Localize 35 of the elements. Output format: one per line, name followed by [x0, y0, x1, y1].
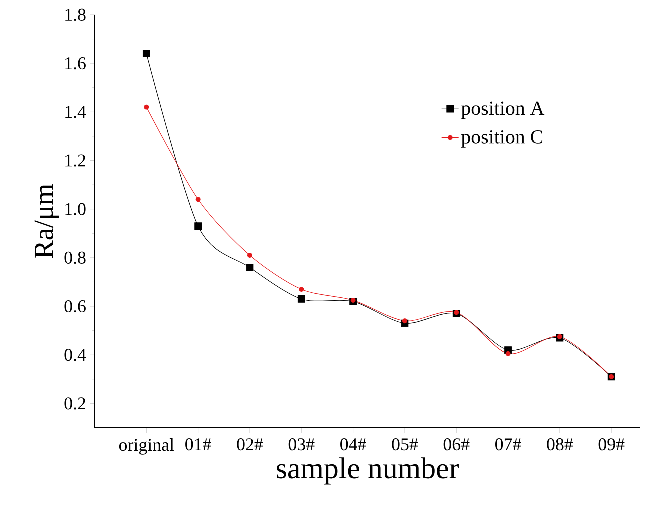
point [350, 298, 356, 303]
y-tick-label: 1.8 [66, 8, 86, 22]
y-tick-label: 0.2 [64, 398, 86, 410]
point [506, 351, 511, 356]
point [247, 253, 252, 258]
point [194, 222, 202, 230]
y-tick-label: 0.8 [64, 252, 86, 264]
y-tick-label: 1.4 [66, 106, 86, 118]
y-tick-label: 0.6 [64, 300, 86, 313]
point [298, 296, 306, 303]
point [246, 264, 254, 272]
x-tick-label: 01# [186, 438, 212, 451]
point [557, 334, 562, 340]
x-tick-label: 09# [598, 438, 625, 451]
x-tick-label: original [119, 438, 174, 455]
x-tick-label: 06# [444, 438, 470, 451]
y-tick-label: 1.6 [66, 58, 86, 70]
legend-label: position C [461, 130, 543, 148]
y-axis-title: Ra/μm [34, 184, 60, 258]
x-tick-label: 04# [340, 438, 366, 451]
legend-label: position A [461, 102, 545, 120]
point [299, 287, 304, 292]
point [142, 50, 150, 58]
point [402, 318, 408, 324]
x-tick-label: 08# [547, 438, 574, 451]
y-tick-label: 0.4 [64, 349, 86, 362]
y-tick-label: 1.2 [66, 154, 86, 167]
x-tick-label: 07# [496, 438, 522, 451]
x-tick-label: 03# [288, 438, 315, 451]
x-tick-label: 05# [392, 438, 418, 451]
x-tick-label: 02# [237, 438, 264, 451]
point [144, 104, 150, 110]
y-tick-label: 1.0 [66, 203, 86, 216]
point [196, 197, 201, 202]
x-axis-title: sample number [277, 458, 459, 485]
